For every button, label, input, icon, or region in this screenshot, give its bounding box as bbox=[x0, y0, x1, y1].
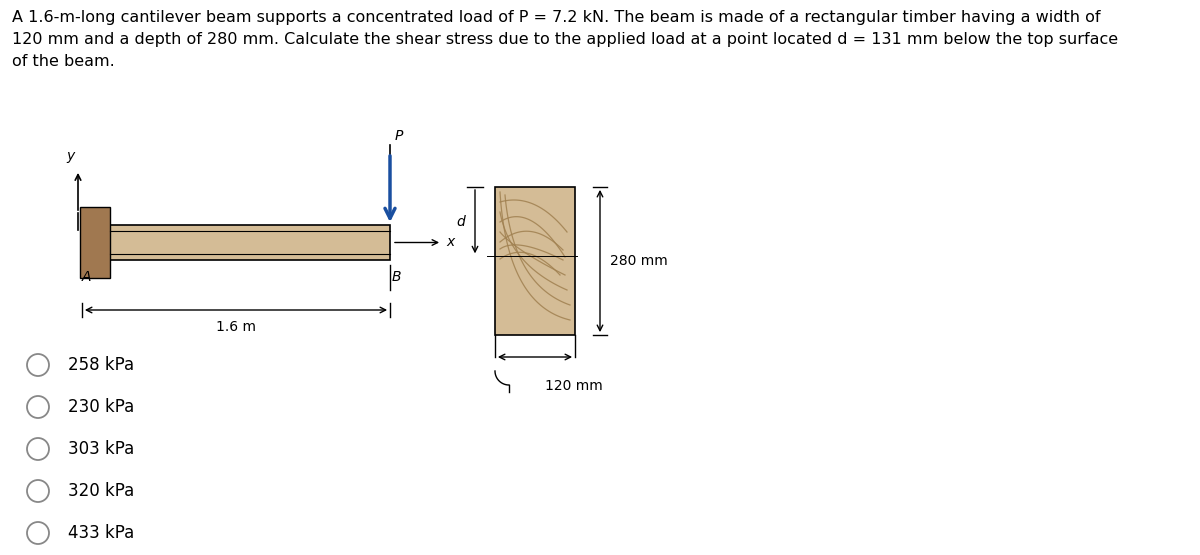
Text: 433 kPa: 433 kPa bbox=[68, 524, 134, 542]
Text: y: y bbox=[66, 149, 74, 163]
Text: P: P bbox=[395, 129, 403, 143]
Text: 258 kPa: 258 kPa bbox=[68, 356, 134, 374]
Bar bbox=[110, 225, 390, 260]
Text: 320 kPa: 320 kPa bbox=[68, 482, 134, 500]
Text: A: A bbox=[82, 270, 91, 284]
Text: B: B bbox=[392, 270, 402, 284]
Text: x: x bbox=[446, 235, 455, 250]
Text: 280 mm: 280 mm bbox=[610, 254, 667, 268]
Bar bbox=[80, 207, 110, 278]
Text: 1.6 m: 1.6 m bbox=[216, 320, 256, 334]
Text: 120 mm: 120 mm bbox=[545, 379, 602, 393]
Text: A 1.6-m-long cantilever beam supports a concentrated load of P = 7.2 kN. The bea: A 1.6-m-long cantilever beam supports a … bbox=[12, 10, 1118, 69]
Text: 230 kPa: 230 kPa bbox=[68, 398, 134, 416]
Text: 303 kPa: 303 kPa bbox=[68, 440, 134, 458]
Text: d: d bbox=[456, 215, 466, 229]
Bar bbox=[496, 187, 575, 335]
